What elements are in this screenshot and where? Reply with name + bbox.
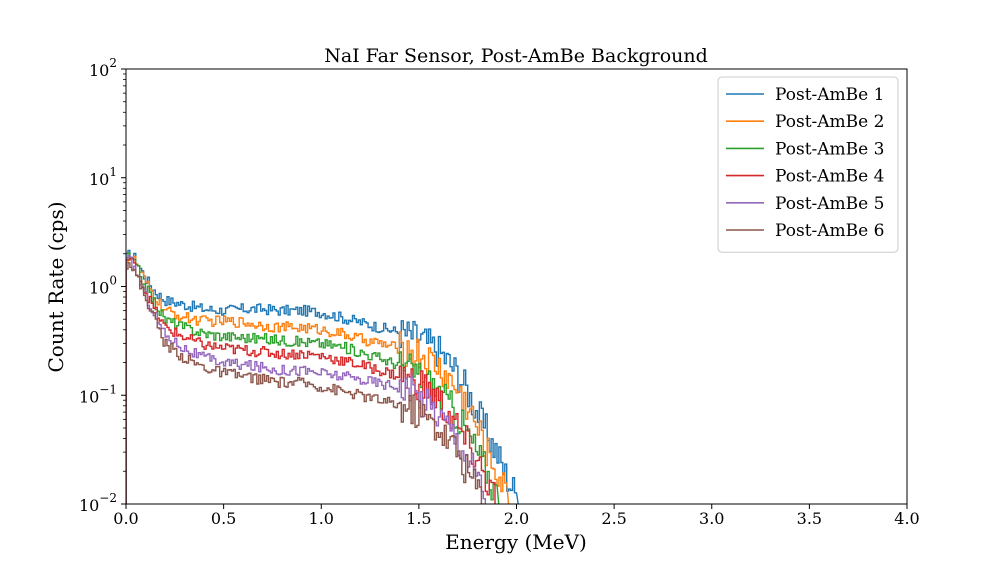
y-tick-label: 10−1 [79,382,117,406]
y-tick-label: 102 [89,56,117,80]
x-axis: 0.0 0.5 1.0 1.5 2.0 2.5 3.0 3.5 4.0 [113,504,920,528]
legend-entry-label: Post-AmBe 6 [775,221,884,241]
y-axis-label: Count Rate (cps) [44,201,68,372]
series-line-4 [126,257,496,504]
y-tick-label: 100 [89,274,117,298]
legend-entry-label: Post-AmBe 2 [775,112,884,132]
x-tick-label: 1.5 [406,509,431,528]
x-axis-label: Energy (MeV) [445,530,587,554]
series-line-5 [126,255,486,504]
series-layer [126,249,519,504]
x-tick-label: 4.0 [894,509,919,528]
y-tick-label: 10−2 [79,491,117,515]
series-line-6 [126,262,484,504]
x-tick-label: 2.5 [601,509,626,528]
series-line-2 [126,255,510,504]
y-axis: 102 101 100 10−1 10−2 [79,56,126,515]
legend-entry-label: Post-AmBe 5 [775,194,884,214]
x-tick-label: 1.0 [309,509,334,528]
x-tick-label: 3.5 [797,509,822,528]
legend-entry-label: Post-AmBe 4 [775,167,884,187]
x-tick-label: 0.5 [211,509,236,528]
x-tick-label: 2.0 [504,509,529,528]
series-line-1 [126,249,519,504]
chart-title: NaI Far Sensor, Post-AmBe Background [324,45,708,67]
legend-entry-label: Post-AmBe 3 [775,139,884,159]
x-tick-label: 0.0 [113,509,138,528]
legend: Post-AmBe 1 Post-AmBe 2 Post-AmBe 3 Post-Am… [717,76,899,253]
x-tick-label: 3.0 [699,509,724,528]
y-tick-label: 101 [89,165,117,189]
legend-entry-label: Post-AmBe 1 [775,85,884,105]
